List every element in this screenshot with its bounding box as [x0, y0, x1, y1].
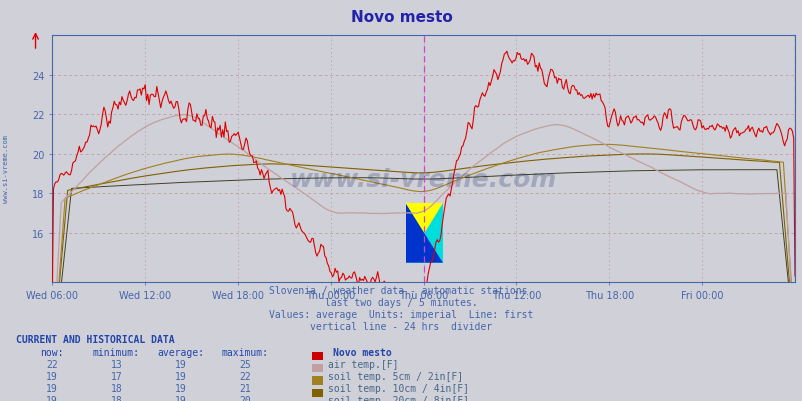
Text: 19: 19 — [175, 359, 186, 369]
Text: maximum:: maximum: — [221, 347, 268, 357]
Text: soil temp. 20cm / 8in[F]: soil temp. 20cm / 8in[F] — [327, 395, 468, 401]
Text: Slovenia / weather data - automatic stations.: Slovenia / weather data - automatic stat… — [269, 286, 533, 296]
Text: CURRENT AND HISTORICAL DATA: CURRENT AND HISTORICAL DATA — [16, 334, 175, 344]
Text: 25: 25 — [239, 359, 250, 369]
Text: 13: 13 — [111, 359, 122, 369]
Text: 17: 17 — [111, 371, 122, 381]
Text: 19: 19 — [47, 395, 58, 401]
Text: 22: 22 — [239, 371, 250, 381]
Text: Novo mesto: Novo mesto — [333, 347, 391, 357]
Text: soil temp. 5cm / 2in[F]: soil temp. 5cm / 2in[F] — [327, 371, 462, 381]
Text: 18: 18 — [111, 395, 122, 401]
Text: 18: 18 — [111, 383, 122, 393]
Text: Novo mesto: Novo mesto — [350, 10, 452, 25]
Text: vertical line - 24 hrs  divider: vertical line - 24 hrs divider — [310, 322, 492, 332]
Text: minimum:: minimum: — [93, 347, 140, 357]
Text: now:: now: — [40, 347, 64, 357]
Text: 19: 19 — [47, 383, 58, 393]
Text: last two days / 5 minutes.: last two days / 5 minutes. — [325, 298, 477, 308]
Text: air temp.[F]: air temp.[F] — [327, 359, 398, 369]
Text: soil temp. 10cm / 4in[F]: soil temp. 10cm / 4in[F] — [327, 383, 468, 393]
Text: 19: 19 — [47, 371, 58, 381]
Text: www.si-vreme.com: www.si-vreme.com — [290, 167, 557, 191]
Text: 20: 20 — [239, 395, 250, 401]
Text: 19: 19 — [175, 395, 186, 401]
Text: average:: average: — [157, 347, 204, 357]
Text: 21: 21 — [239, 383, 250, 393]
Text: 19: 19 — [175, 371, 186, 381]
Text: Values: average  Units: imperial  Line: first: Values: average Units: imperial Line: fi… — [269, 310, 533, 320]
Text: www.si-vreme.com: www.si-vreme.com — [2, 134, 9, 203]
Text: 19: 19 — [175, 383, 186, 393]
Text: 22: 22 — [47, 359, 58, 369]
